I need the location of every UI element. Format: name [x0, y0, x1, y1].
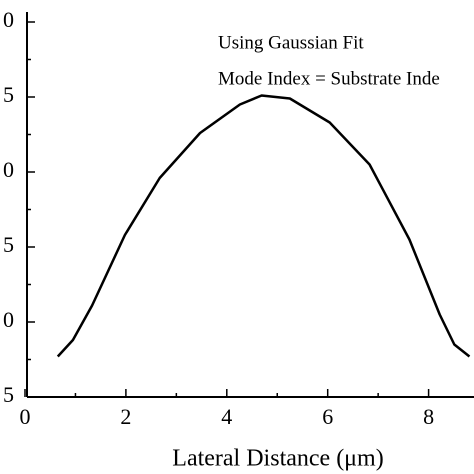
x-tick-label: 4	[221, 404, 232, 429]
x-tick-label: 6	[322, 404, 333, 429]
x-axis-label: Lateral Distance (μm)	[172, 446, 383, 472]
y-tick-label: 5	[3, 82, 14, 107]
y-tick-label: 0	[3, 307, 14, 332]
annotation: Using Gaussian Fit	[218, 32, 364, 53]
x-tick-label: 2	[120, 404, 131, 429]
y-tick-label: 0	[3, 7, 14, 32]
x-tick-label: 8	[423, 404, 434, 429]
x-tick-label: 0	[20, 404, 31, 429]
data-line	[56, 94, 471, 358]
y-tick-label: 5	[3, 382, 14, 407]
annotation: Mode Index = Substrate Inde	[218, 68, 440, 89]
y-tick-label: 0	[3, 157, 14, 182]
y-tick-label: 5	[3, 232, 14, 257]
